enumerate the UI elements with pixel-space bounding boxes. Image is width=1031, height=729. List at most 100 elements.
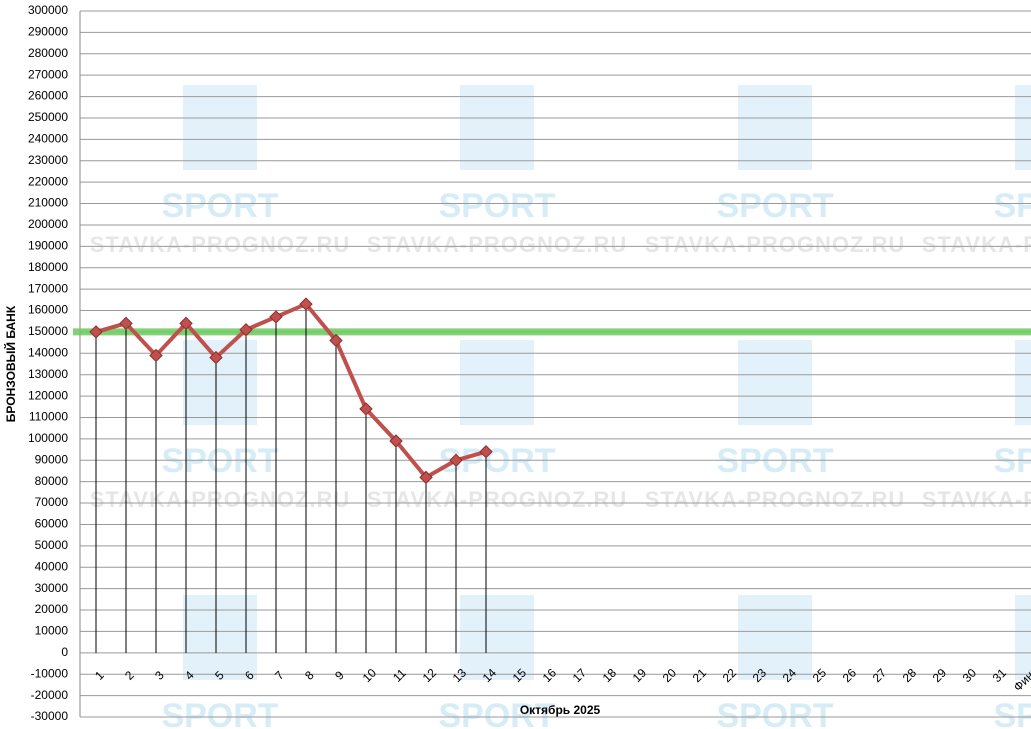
watermark-text: SPORT [161,697,278,729]
watermark-icon [1015,340,1031,425]
watermark-text: SPORT [993,187,1031,225]
data-point [389,434,403,448]
y-tick-label: 270000 [28,67,68,81]
x-tick-label: 20 [660,666,680,686]
y-tick-label: 260000 [28,89,68,103]
watermark-text: SPORT [716,187,833,225]
watermark-icon [183,595,257,680]
data-point [449,453,463,467]
x-axis-label: Октябрь 2025 [520,703,601,717]
watermark-text: SPORT [161,442,278,480]
watermark-text: STAVKA-PROGNOZ.RU [922,487,1031,512]
y-tick-label: 10000 [35,624,69,638]
y-tick-label: 170000 [28,281,68,295]
y-tick-label: 130000 [28,367,68,381]
watermark-icon [738,595,812,680]
x-tick-label: 25 [810,666,830,686]
y-tick-label: 100000 [28,431,68,445]
y-tick-label: 220000 [28,174,68,188]
watermark-icon [738,340,812,425]
y-tick-label: 200000 [28,217,68,231]
watermark-icon [738,85,812,170]
x-tick-label: 19 [630,666,650,686]
watermark-icon [460,85,534,170]
watermark-text: SPORT [716,697,833,729]
x-tick-label: 8 [302,668,317,683]
watermark-text: STAVKA-PROGNOZ.RU [367,487,628,512]
y-tick-label: -10000 [31,666,69,680]
x-tick-label: 3 [152,668,167,683]
watermark-text: STAVKA-PROGNOZ.RU [645,232,906,257]
data-point [329,333,343,348]
watermarks: SPORT STAVKA-PROGNOZ.RU SPORT STAVKA-PROGNO… [90,85,1031,729]
y-tick-label: 70000 [35,495,69,509]
y-tick-label: 30000 [35,581,69,595]
data-point [209,350,223,365]
watermark-text: SPORT [993,697,1031,729]
x-tick-label: 11 [390,666,409,685]
y-tick-label: 0 [61,645,68,659]
y-tick-label: 230000 [28,153,68,167]
x-tick-label: 30 [960,666,980,686]
y-tick-label: 140000 [28,345,68,359]
y-tick-label: 210000 [28,196,68,210]
watermark-icon [1015,85,1031,170]
x-tick-label: 29 [930,666,950,686]
watermark-text: SPORT [993,442,1031,480]
x-tick-label: 22 [720,666,740,686]
y-tick-label: 280000 [28,46,68,60]
y-tick-label: 50000 [35,538,69,552]
y-tick-label: 110000 [29,410,68,424]
watermark-icon [183,85,257,170]
watermark-text: SPORT [438,187,555,225]
x-tick-label: 28 [900,666,920,686]
watermark-text: SPORT [716,442,833,480]
data-point [179,316,193,331]
data-point [269,310,283,324]
x-tick-label: 1 [92,668,107,683]
y-tick-label: 80000 [35,474,69,488]
y-tick-label: -20000 [31,688,69,702]
watermark-text: STAVKA-PROGNOZ.RU [90,232,351,257]
y-tick-label: 120000 [28,388,68,402]
y-tick-label: 290000 [28,25,68,39]
y-tick-label: 90000 [35,452,69,466]
data-point [119,316,133,331]
data-point [419,470,433,485]
watermark-text: SPORT [161,187,278,225]
watermark-icon [1015,595,1031,680]
watermark-icon [460,340,534,425]
data-point [239,323,253,337]
y-tick-label: 20000 [35,602,69,616]
watermark-text: SPORT [438,697,555,729]
data-point [359,402,373,416]
data-point [299,297,313,311]
y-tick-label: 300000 [28,3,68,17]
y-tick-label: 40000 [35,559,69,573]
x-tick-label: 18 [600,666,620,686]
y-tick-label: 190000 [28,239,68,253]
y-tick-label: 150000 [28,324,68,338]
y-tick-label: 160000 [28,303,68,317]
x-tick-label: 10 [360,666,380,686]
data-point [149,348,163,363]
watermark-text: STAVKA-PROGNOZ.RU [922,232,1031,257]
x-tick-label: 26 [840,666,860,686]
y-tick-label: 240000 [28,132,68,146]
data-point [479,445,493,459]
x-tick-label: 31 [990,666,1010,686]
x-tick-label: 2 [122,668,137,683]
x-tick-label: 9 [332,668,347,683]
x-tick-label: 16 [540,666,560,686]
watermark-text: STAVKA-PROGNOZ.RU [645,487,906,512]
y-tick-label: 60000 [35,517,69,531]
y-axis-label: БРОНЗОВЫЙ БАНК [3,305,18,422]
y-tick-label: -30000 [31,709,69,723]
x-tick-label: 12 [420,666,440,686]
x-tick-label: 17 [570,666,590,686]
y-tick-label: 250000 [28,110,68,124]
watermark-text: STAVKA-PROGNOZ.RU [90,487,351,512]
x-tick-label: 21 [690,666,710,686]
